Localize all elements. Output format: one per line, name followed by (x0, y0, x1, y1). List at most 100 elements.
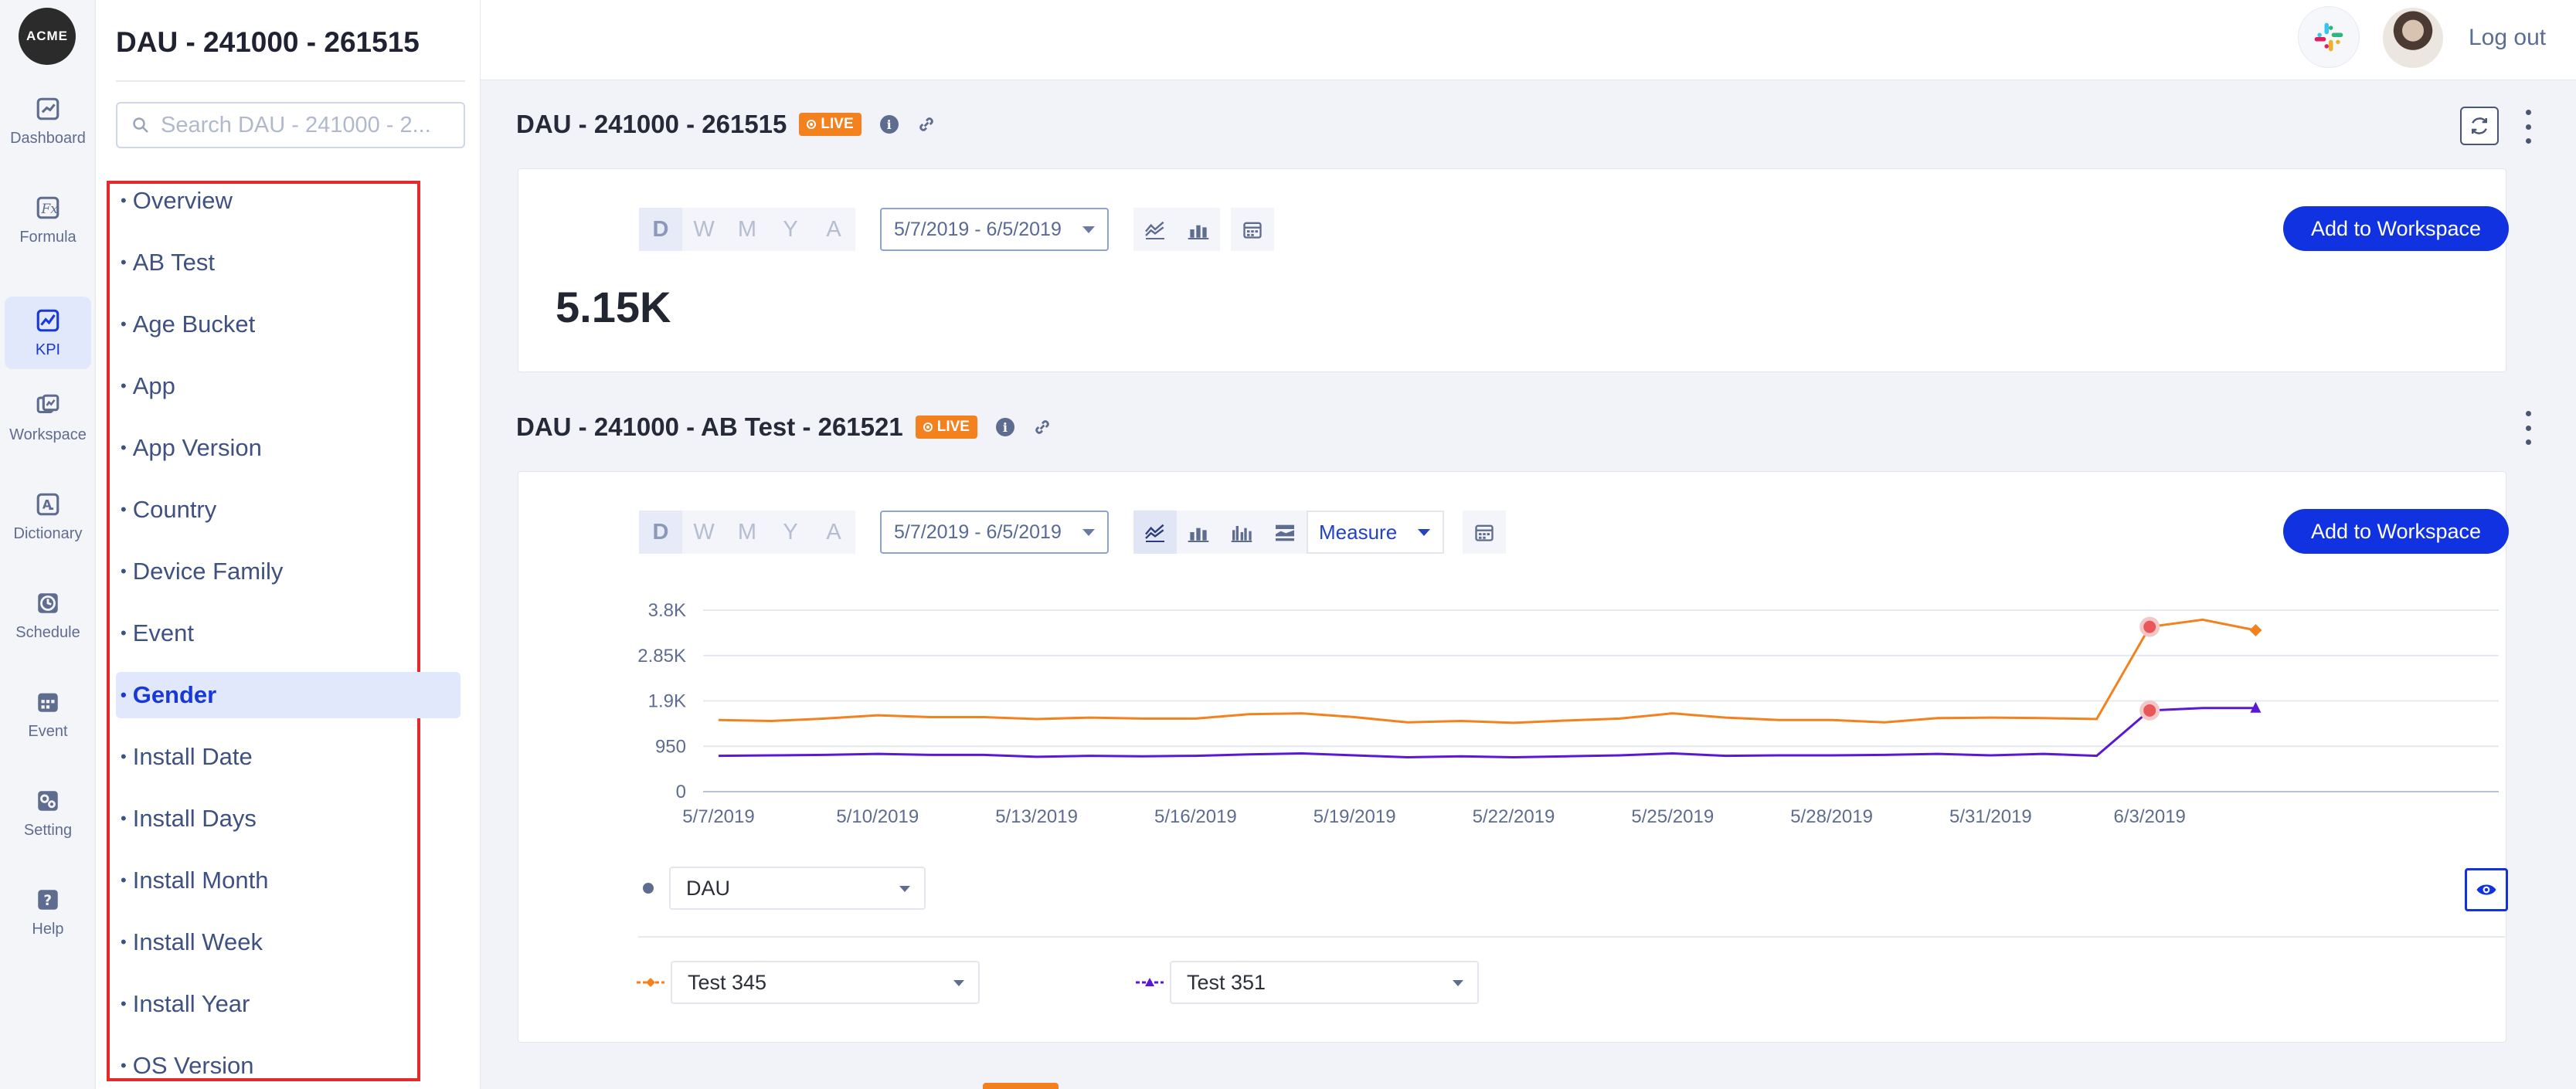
period-week[interactable]: W (682, 511, 726, 554)
chevron-down-icon (1418, 529, 1430, 536)
sidebar-item-app-version[interactable]: • App Version (121, 434, 262, 461)
sidebar-item-install-days[interactable]: • Install Days (121, 805, 257, 832)
slack-button[interactable] (2298, 6, 2360, 68)
date-range-value: 5/7/2019 - 6/5/2019 (894, 218, 1062, 240)
rail-item-setting[interactable]: Setting (5, 777, 91, 850)
sidebar-item-os-version[interactable]: • OS Version (121, 1052, 254, 1079)
calendar-button[interactable] (1231, 208, 1274, 251)
date-range-picker[interactable]: 5/7/2019 - 6/5/2019 (880, 208, 1109, 251)
y-tick-label: 0 (676, 782, 686, 802)
line-chart-button[interactable] (1133, 511, 1177, 554)
info-icon[interactable]: i (879, 115, 899, 134)
y-tick-label: 950 (655, 736, 686, 757)
period-week[interactable]: W (682, 208, 726, 251)
sidebar-title: DAU - 241000 - 261515 (116, 26, 420, 58)
chevron-down-icon (1082, 226, 1095, 233)
dashboard-icon (36, 97, 59, 120)
sidebar-item-country[interactable]: • Country (121, 496, 217, 523)
sidebar-item-label: Install Month (132, 867, 269, 894)
help-icon: ? (38, 889, 58, 910)
rail-item-dictionary[interactable]: A Dictionary (5, 480, 91, 553)
clock-icon (38, 592, 58, 613)
next-panel-live-badge (983, 1083, 1059, 1089)
bar-chart-button[interactable] (1177, 208, 1220, 251)
link-icon[interactable] (916, 114, 937, 135)
rail-item-formula[interactable]: Fx Formula (5, 184, 91, 256)
sidebar-item-gender[interactable]: • Gender (116, 672, 460, 718)
sidebar-item-device-family[interactable]: • Device Family (121, 558, 284, 585)
calendar-button[interactable] (1463, 511, 1506, 554)
series-select[interactable]: Test 345 (671, 961, 980, 1004)
series-end-marker (2249, 623, 2262, 636)
rail-label: Workspace (9, 426, 87, 443)
sidebar-item-label: Gender (132, 681, 217, 708)
rail-item-kpi[interactable]: KPI (5, 297, 91, 369)
sidebar-item-install-month[interactable]: • Install Month (121, 867, 269, 894)
dimension-sidebar: DAU - 241000 - 261515 •Overview •AB Test… (96, 0, 481, 1089)
rail-item-schedule[interactable]: Schedule (5, 579, 91, 652)
x-tick-label: 5/10/2019 (836, 806, 919, 827)
rail-label: Setting (23, 821, 73, 839)
rail-item-workspace[interactable]: Workspace (5, 382, 91, 454)
sidebar-item-age-bucket[interactable]: • Age Bucket (121, 310, 256, 338)
sidebar-item-install-week[interactable]: • Install Week (121, 928, 263, 955)
chevron-down-icon (899, 886, 910, 892)
panel-title: DAU - 241000 - AB Test - 261521 (516, 412, 903, 441)
grouped-bar-button[interactable] (1220, 511, 1263, 554)
more-options-icon[interactable] (2520, 411, 2536, 445)
sidebar-item-event[interactable]: • Event (121, 619, 194, 646)
highlight-box (107, 181, 420, 1081)
more-options-icon[interactable] (2520, 110, 2536, 144)
line-chart-button[interactable] (1133, 208, 1177, 251)
rail-label: KPI (35, 341, 61, 358)
x-tick-label: 5/16/2019 (1154, 806, 1237, 827)
sidebar-item-label: Install Year (132, 990, 250, 1017)
rail-item-event[interactable]: Event (5, 678, 91, 751)
dictionary-icon: A (36, 493, 59, 515)
user-avatar[interactable] (2383, 8, 2443, 68)
logout-link[interactable]: Log out (2469, 25, 2547, 50)
search-box[interactable] (116, 102, 465, 148)
sidebar-item-overview[interactable]: • Overview (121, 187, 233, 214)
period-month[interactable]: M (726, 511, 769, 554)
add-to-workspace-button[interactable]: Add to Workspace (2283, 509, 2509, 554)
sidebar-item-ab-test[interactable]: • AB Test (121, 249, 215, 276)
sidebar-item-label: App Version (132, 434, 262, 461)
sidebar-item-install-date[interactable]: • Install Date (121, 743, 253, 770)
metric-row: DAU (643, 867, 926, 910)
period-day[interactable]: D (639, 208, 682, 251)
series-line-test-345 (718, 618, 2256, 724)
link-icon[interactable] (1031, 416, 1053, 438)
series-marker-icon (637, 978, 664, 987)
add-to-workspace-button[interactable]: Add to Workspace (2283, 206, 2509, 251)
date-range-value: 5/7/2019 - 6/5/2019 (894, 521, 1062, 543)
period-year[interactable]: Y (769, 208, 812, 251)
period-year[interactable]: Y (769, 511, 812, 554)
rail-item-help[interactable]: ? Help (5, 876, 91, 948)
metric-select[interactable]: DAU (669, 867, 926, 910)
sidebar-item-label: Country (132, 496, 217, 523)
period-all[interactable]: A (812, 208, 855, 251)
sidebar-item-app[interactable]: • App (121, 372, 175, 399)
period-all[interactable]: A (812, 511, 855, 554)
workspace-icon (36, 394, 59, 413)
period-day[interactable]: D (639, 511, 682, 554)
series-select[interactable]: Test 351 (1170, 961, 1479, 1004)
search-input[interactable] (161, 112, 454, 138)
period-month[interactable]: M (726, 208, 769, 251)
chevron-down-icon (953, 980, 964, 986)
series-row-test-351: Test 351 (1136, 961, 1479, 1004)
bar-chart-button[interactable] (1177, 511, 1220, 554)
live-icon (807, 120, 817, 129)
info-icon[interactable]: i (995, 418, 1014, 436)
sidebar-item-install-year[interactable]: • Install Year (121, 990, 250, 1017)
acme-logo[interactable]: ACME (19, 8, 76, 65)
toggle-visibility-button[interactable] (2465, 868, 2508, 911)
eye-icon (2476, 884, 2496, 895)
measure-dropdown[interactable]: Measure (1307, 511, 1444, 554)
refresh-button[interactable] (2460, 107, 2499, 145)
stacked-area-button[interactable] (1263, 511, 1307, 554)
date-range-picker[interactable]: 5/7/2019 - 6/5/2019 (880, 511, 1109, 554)
y-tick-label: 2.85K (637, 646, 686, 667)
rail-item-dashboard[interactable]: Dashboard (5, 85, 91, 158)
